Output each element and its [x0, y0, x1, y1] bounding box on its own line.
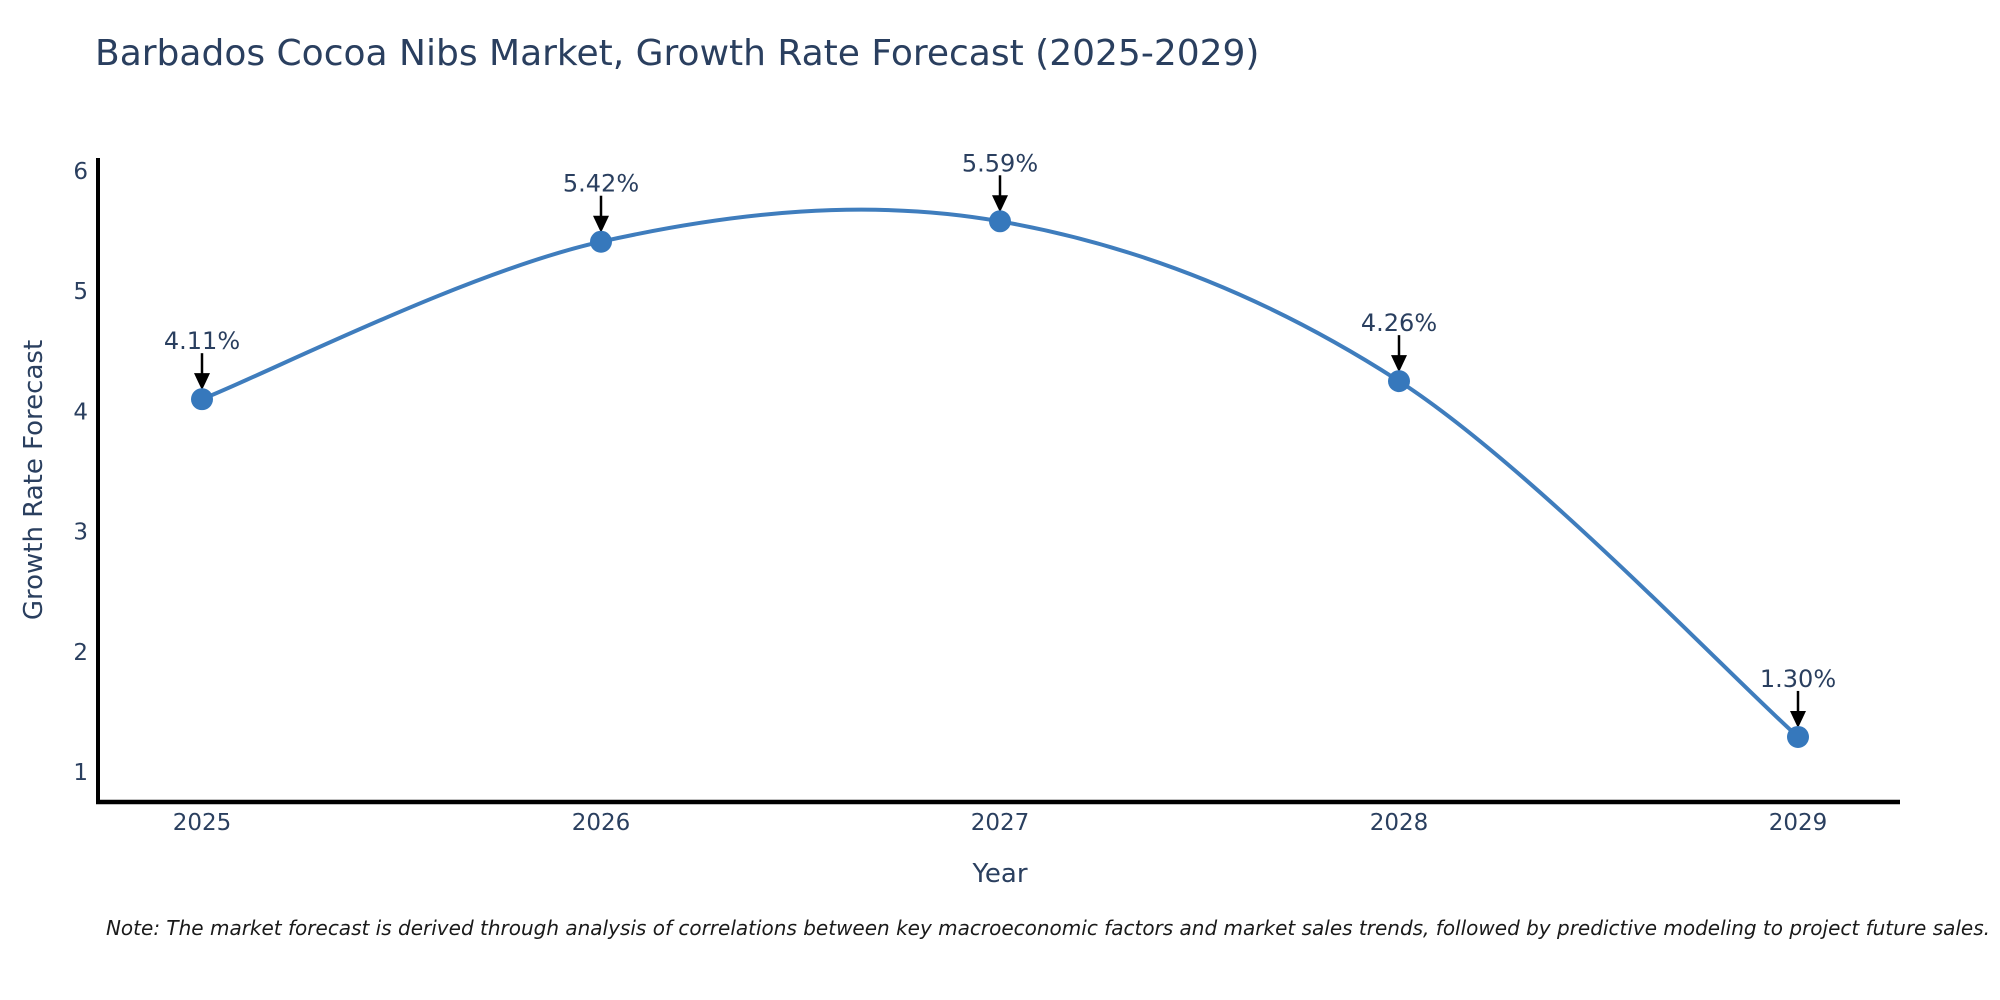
y-tick-label: 3 [73, 520, 88, 546]
y-tick-label: 5 [73, 279, 88, 305]
y-tick-label: 2 [73, 640, 88, 666]
annotation-arrowhead [593, 215, 609, 233]
x-tick-label: 2029 [1769, 810, 1828, 836]
data-point[interactable] [191, 388, 213, 411]
y-tick-label: 1 [73, 760, 88, 786]
data-label: 5.59% [962, 149, 1038, 177]
x-tick-label: 2025 [173, 810, 232, 836]
data-label: 5.42% [563, 170, 639, 198]
y-tick-label: 4 [73, 399, 88, 425]
x-axis-title: Year [972, 859, 1028, 889]
data-point[interactable] [590, 230, 612, 253]
y-axis-title: Growth Rate Forecast [19, 339, 49, 621]
data-label: 1.30% [1760, 665, 1836, 693]
annotation-arrowhead [1391, 355, 1407, 373]
data-point[interactable] [1787, 725, 1809, 748]
annotation-arrowhead [992, 195, 1008, 213]
annotation-arrowhead [1790, 710, 1806, 728]
footnote: Note: The market forecast is derived thr… [105, 916, 1991, 940]
forecast-line [200, 207, 1800, 739]
x-tick-label: 2026 [572, 810, 631, 836]
data-label: 4.26% [1361, 309, 1437, 337]
x-tick-label: 2027 [971, 810, 1030, 836]
annotation-arrowhead [194, 373, 210, 391]
y-tick-label: 6 [73, 159, 88, 185]
data-point[interactable] [1388, 370, 1410, 393]
data-point[interactable] [989, 210, 1011, 233]
x-tick-label: 2028 [1370, 810, 1429, 836]
data-label: 4.11% [164, 327, 240, 355]
chart-title: Barbados Cocoa Nibs Market, Growth Rate … [95, 33, 1260, 74]
